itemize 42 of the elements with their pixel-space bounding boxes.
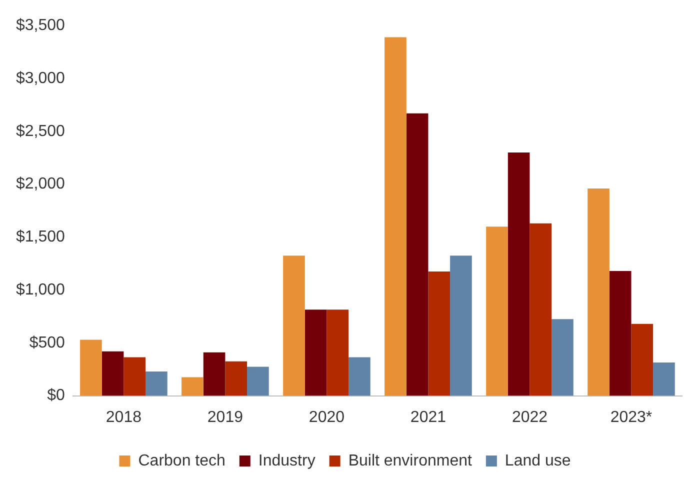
- bar: [225, 361, 248, 396]
- y-tick-label: $3,500: [16, 17, 66, 34]
- bar: [384, 37, 406, 396]
- legend-label: Land use: [504, 452, 571, 470]
- bar: [326, 310, 349, 396]
- y-tick-label: $0: [47, 387, 66, 404]
- bar: [588, 188, 610, 396]
- legend-label: Industry: [258, 452, 316, 470]
- bar: [609, 270, 632, 396]
- x-tick-label: 2021: [410, 408, 446, 426]
- bar: [146, 371, 168, 396]
- bar: [552, 319, 574, 396]
- bar: [80, 340, 102, 396]
- x-tick-label: 2019: [207, 408, 244, 426]
- bar: [486, 226, 508, 396]
- bar: [283, 256, 305, 396]
- y-tick-label: $1,000: [16, 281, 66, 298]
- bar: [428, 272, 450, 396]
- bar: [247, 366, 269, 396]
- bar: [124, 357, 146, 396]
- bar: [203, 352, 226, 396]
- bar: [530, 223, 552, 396]
- x-tick-label: 2018: [106, 408, 142, 426]
- y-tick-label: $2,500: [16, 122, 66, 140]
- bar: [304, 310, 327, 396]
- y-tick-label: $1,500: [16, 228, 66, 246]
- bar: [450, 256, 472, 396]
- x-tick-label: 2022: [512, 408, 548, 426]
- y-tick-label: $3,000: [16, 70, 66, 87]
- bar: [508, 152, 530, 396]
- legend-label: Built environment: [348, 452, 472, 470]
- y-tick-label: $2,000: [16, 176, 66, 193]
- bar: [653, 362, 675, 396]
- x-tick-label: 2023*: [610, 408, 652, 426]
- y-tick-label: $500: [29, 334, 66, 352]
- bar: [102, 351, 124, 396]
- x-tick-label: 2020: [308, 408, 345, 426]
- bar: [631, 324, 654, 396]
- bar: [348, 357, 370, 396]
- bar: [406, 113, 428, 396]
- bar: [182, 377, 204, 396]
- legend-label: Carbon tech: [138, 452, 226, 470]
